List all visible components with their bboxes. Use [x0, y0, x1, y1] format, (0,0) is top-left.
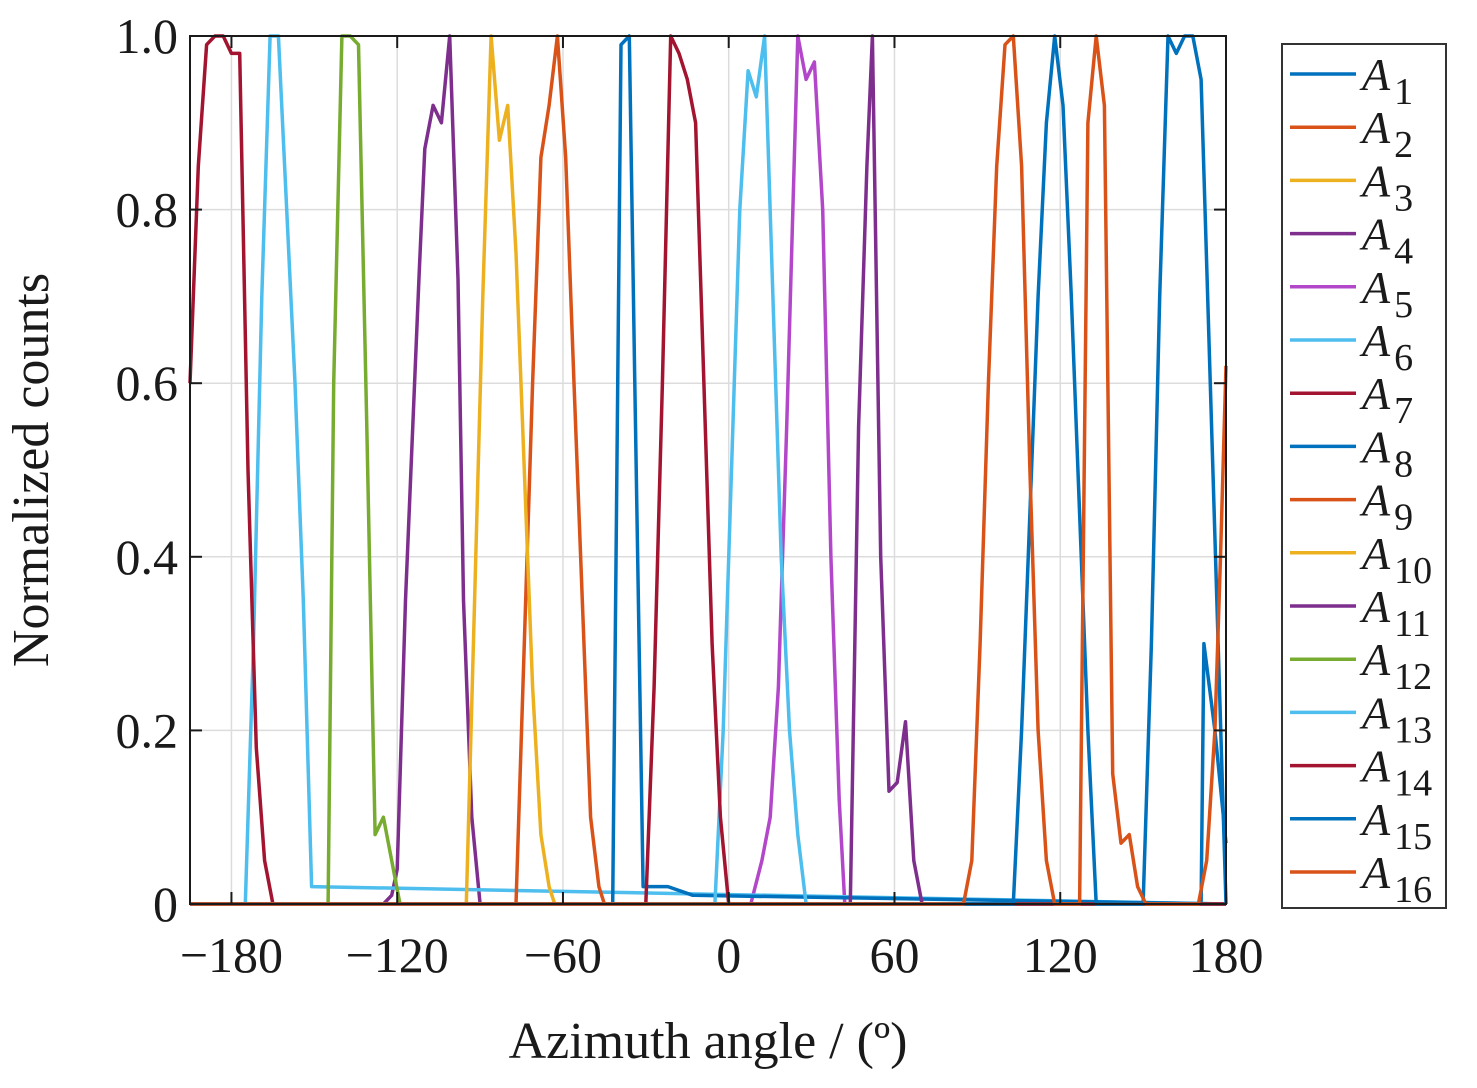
legend-label-sub: 9 — [1394, 497, 1413, 539]
legend-entry-a10: A 10 — [1359, 528, 1432, 592]
legend-label-main: A — [1359, 315, 1391, 366]
x-tick-label: 60 — [869, 927, 919, 983]
axis-ticks: −180 −120 −60 0 60 120 180 0 0.2 0.4 0.6 0.8 1.0 — [116, 8, 1264, 983]
x-tick-label: −60 — [524, 927, 602, 983]
legend-entry-a12: A 12 — [1359, 634, 1432, 698]
series-line-a15 — [190, 34, 1228, 906]
legend-label-sub: 16 — [1394, 869, 1432, 911]
series-lines — [188, 34, 1228, 906]
legend-label-sub: 11 — [1394, 603, 1431, 645]
series-line-a8 — [190, 34, 1227, 906]
legend-label-sub: 12 — [1394, 656, 1432, 698]
plot-frame — [189, 35, 1227, 905]
series-line-a14 — [190, 34, 1226, 906]
legend: A 1A 2A 3A 4A 5A 6A 7A 8A 9A 10A 11A 12A 13A 14A 15A 16 — [1281, 43, 1447, 911]
legend-entry-a14: A 14 — [1359, 741, 1432, 805]
x-axis-label: Azimuth angle / (º) — [509, 1013, 908, 1070]
legend-entry-a16: A 16 — [1359, 847, 1432, 911]
legend-entry-a13: A 13 — [1359, 687, 1432, 751]
legend-label-main: A — [1359, 794, 1391, 845]
legend-label-main: A — [1359, 262, 1391, 313]
legend-label-main: A — [1359, 581, 1391, 632]
legend-label-sub: 13 — [1394, 709, 1432, 751]
y-tick-label: 0.6 — [116, 355, 179, 411]
legend-label-main: A — [1359, 102, 1391, 153]
legend-label-main: A — [1359, 687, 1391, 738]
legend-label-main: A — [1359, 634, 1391, 685]
legend-label-sub: 8 — [1394, 443, 1413, 485]
series-line-a12 — [190, 34, 1226, 906]
legend-label-main: A — [1359, 209, 1391, 260]
legend-label-main: A — [1359, 49, 1391, 100]
legend-label-sub: 1 — [1394, 71, 1413, 113]
legend-entry-a15: A 15 — [1359, 794, 1432, 858]
series-line-a1 — [190, 641, 1228, 906]
legend-label-sub: 15 — [1394, 816, 1432, 858]
series-line-a13 — [190, 34, 1226, 906]
x-tick-label: 120 — [1023, 927, 1098, 983]
legend-label-sub: 7 — [1394, 390, 1413, 432]
legend-label-sub: 10 — [1394, 550, 1432, 592]
legend-label-main: A — [1359, 368, 1391, 419]
legend-label-sub: 5 — [1394, 284, 1413, 326]
series-line-a5 — [190, 34, 1226, 906]
x-tick-label: 180 — [1189, 927, 1264, 983]
legend-label-sub: 6 — [1394, 337, 1413, 379]
x-tick-label: −180 — [180, 927, 283, 983]
y-tick-label: 0.2 — [116, 702, 179, 758]
y-tick-label: 0.4 — [116, 529, 179, 585]
legend-label-main: A — [1359, 741, 1391, 792]
x-tick-label: 0 — [716, 927, 741, 983]
series-line-a9 — [190, 34, 1226, 906]
legend-label-main: A — [1359, 155, 1391, 206]
legend-label-sub: 14 — [1394, 763, 1432, 805]
legend-entry-a11: A 11 — [1359, 581, 1431, 645]
legend-label-main: A — [1359, 528, 1391, 579]
series-line-a10 — [190, 34, 1226, 906]
legend-label-main: A — [1359, 475, 1391, 526]
legend-label-sub: 4 — [1394, 231, 1413, 273]
legend-label-main: A — [1359, 421, 1391, 472]
legend-label-sub: 2 — [1394, 124, 1413, 166]
series-line-a7 — [188, 34, 1226, 906]
y-tick-label: 0 — [153, 876, 178, 932]
legend-label-main: A — [1359, 847, 1391, 898]
y-tick-label: 1.0 — [116, 8, 179, 64]
series-line-a11 — [190, 34, 1226, 906]
y-axis-label: Normalized counts — [3, 273, 60, 667]
y-tick-label: 0.8 — [116, 182, 179, 238]
x-tick-label: −120 — [346, 927, 449, 983]
legend-label-sub: 3 — [1394, 177, 1413, 219]
